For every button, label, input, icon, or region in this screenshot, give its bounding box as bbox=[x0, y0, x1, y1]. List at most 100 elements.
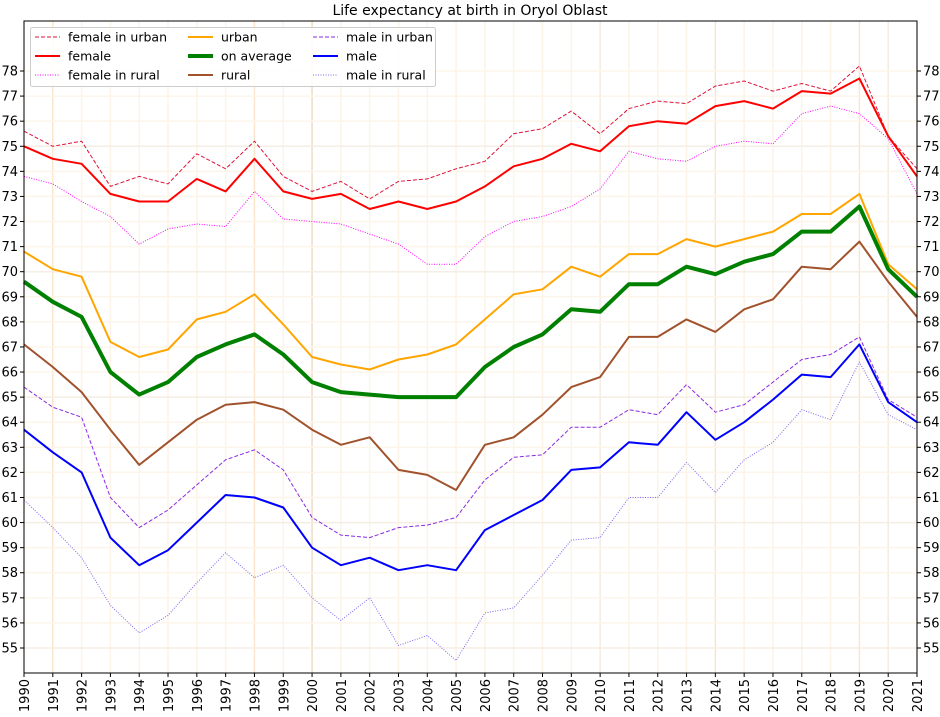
y-tick-label-left: 58 bbox=[1, 566, 18, 581]
legend-label: female in urban bbox=[68, 30, 167, 45]
x-tick-label: 1992 bbox=[76, 679, 91, 712]
series-lines bbox=[22, 65, 919, 661]
x-tick-label: 1999 bbox=[277, 679, 292, 712]
series-female-in-urban bbox=[23, 65, 918, 200]
y-tick-label-right: 56 bbox=[923, 616, 940, 631]
legend-label: urban bbox=[221, 30, 258, 45]
y-tick-label-left: 64 bbox=[1, 416, 18, 431]
legend-item: female in urban bbox=[35, 30, 167, 45]
grid bbox=[23, 21, 918, 673]
y-tick-label-right: 74 bbox=[923, 165, 940, 180]
series-female-in-rural bbox=[23, 105, 918, 265]
y-tick-label-left: 71 bbox=[1, 240, 18, 255]
legend-item: urban bbox=[188, 30, 258, 45]
y-tick-label-right: 58 bbox=[923, 566, 940, 581]
x-tick-label: 1993 bbox=[104, 679, 119, 712]
x-tick-label: 2016 bbox=[767, 679, 782, 712]
y-tick-label-left: 76 bbox=[1, 115, 18, 130]
legend-label: male in rural bbox=[346, 68, 426, 83]
series-urban bbox=[23, 192, 918, 371]
series-female bbox=[23, 77, 918, 210]
y-tick-label-left: 62 bbox=[1, 466, 18, 481]
y-tick-label-left: 72 bbox=[1, 215, 18, 230]
y-tick-label-right: 60 bbox=[923, 516, 940, 531]
series-male bbox=[23, 343, 918, 572]
legend-label: female bbox=[68, 49, 111, 64]
legend-item: male in rural bbox=[313, 68, 426, 83]
y-tick-label-left: 68 bbox=[1, 315, 18, 330]
y-tick-label-left: 56 bbox=[1, 616, 18, 631]
y-tick-label-right: 73 bbox=[923, 190, 940, 205]
y-tick-label-left: 69 bbox=[1, 290, 18, 305]
series-male-in-urban bbox=[23, 336, 918, 539]
y-tick-label-right: 68 bbox=[923, 315, 940, 330]
y-tick-label-left: 55 bbox=[1, 642, 18, 657]
legend-label: male in urban bbox=[346, 30, 433, 45]
y-tick-label-right: 59 bbox=[923, 541, 940, 556]
x-tick-label: 2012 bbox=[652, 679, 667, 712]
y-tick-label-right: 69 bbox=[923, 290, 940, 305]
legend-item: male bbox=[313, 49, 377, 64]
y-axis-right-ticks: 55 56 57 58 59 60 61 62 63 64 65 66 67 68 69 70 71 72 73 74… bbox=[917, 65, 940, 657]
legend-label: on average bbox=[221, 49, 292, 64]
x-tick-label: 2011 bbox=[623, 679, 638, 712]
x-tick-label: 1997 bbox=[220, 679, 235, 712]
y-tick-label-left: 63 bbox=[1, 441, 18, 456]
x-tick-label: 2013 bbox=[681, 679, 696, 712]
x-tick-label: 2010 bbox=[594, 679, 609, 712]
legend: female in urban female female in rural urba… bbox=[30, 27, 436, 87]
y-tick-label-left: 57 bbox=[1, 591, 18, 606]
y-tick-label-left: 66 bbox=[1, 366, 18, 381]
y-tick-label-right: 57 bbox=[923, 591, 940, 606]
y-tick-label-right: 70 bbox=[923, 265, 940, 280]
x-tick-label: 1996 bbox=[191, 679, 206, 712]
x-tick-label: 2017 bbox=[796, 679, 811, 712]
legend-box bbox=[30, 27, 436, 87]
y-tick-label-left: 59 bbox=[1, 541, 18, 556]
y-tick-label-left: 78 bbox=[1, 65, 18, 80]
y-tick-label-right: 65 bbox=[923, 391, 940, 406]
y-tick-label-right: 71 bbox=[923, 240, 940, 255]
y-tick-label-right: 66 bbox=[923, 366, 940, 381]
y-tick-label-left: 60 bbox=[1, 516, 18, 531]
x-tick-label: 1994 bbox=[133, 679, 148, 712]
x-tick-label: 2018 bbox=[825, 679, 840, 712]
x-tick-label: 2020 bbox=[882, 679, 897, 712]
x-tick-label: 1990 bbox=[18, 679, 33, 712]
x-tick-label: 2004 bbox=[421, 679, 436, 712]
x-tick-label: 1995 bbox=[162, 679, 177, 712]
x-tick-label: 2009 bbox=[565, 679, 580, 712]
y-tick-label-left: 77 bbox=[1, 90, 18, 105]
y-tick-label-right: 77 bbox=[923, 90, 940, 105]
y-tick-label-right: 64 bbox=[923, 416, 940, 431]
y-tick-label-left: 70 bbox=[1, 265, 18, 280]
y-tick-label-left: 65 bbox=[1, 391, 18, 406]
y-tick-label-left: 73 bbox=[1, 190, 18, 205]
y-tick-label-right: 78 bbox=[923, 65, 940, 80]
x-tick-label: 2019 bbox=[853, 679, 868, 712]
y-tick-label-left: 74 bbox=[1, 165, 18, 180]
x-tick-label: 2000 bbox=[306, 679, 321, 712]
legend-label: female in rural bbox=[68, 68, 160, 83]
x-tick-label: 2002 bbox=[364, 679, 379, 712]
x-tick-label: 2003 bbox=[392, 679, 407, 712]
x-tick-label: 2007 bbox=[508, 679, 523, 712]
x-tick-label: 2015 bbox=[738, 679, 753, 712]
x-tick-label: 2021 bbox=[911, 679, 926, 712]
legend-item: female bbox=[35, 49, 111, 64]
y-tick-label-right: 72 bbox=[923, 215, 940, 230]
x-tick-label: 2001 bbox=[335, 679, 350, 712]
legend-label: rural bbox=[221, 68, 250, 83]
x-tick-label: 2008 bbox=[537, 679, 552, 712]
y-tick-label-right: 76 bbox=[923, 115, 940, 130]
y-tick-label-right: 61 bbox=[923, 491, 940, 506]
legend-item: rural bbox=[188, 68, 250, 83]
y-tick-label-left: 61 bbox=[1, 491, 18, 506]
x-tick-label: 2006 bbox=[479, 679, 494, 712]
series-rural bbox=[23, 240, 918, 491]
x-tick-label: 2014 bbox=[709, 679, 724, 712]
y-tick-label-right: 55 bbox=[923, 642, 940, 657]
y-tick-label-right: 63 bbox=[923, 441, 940, 456]
